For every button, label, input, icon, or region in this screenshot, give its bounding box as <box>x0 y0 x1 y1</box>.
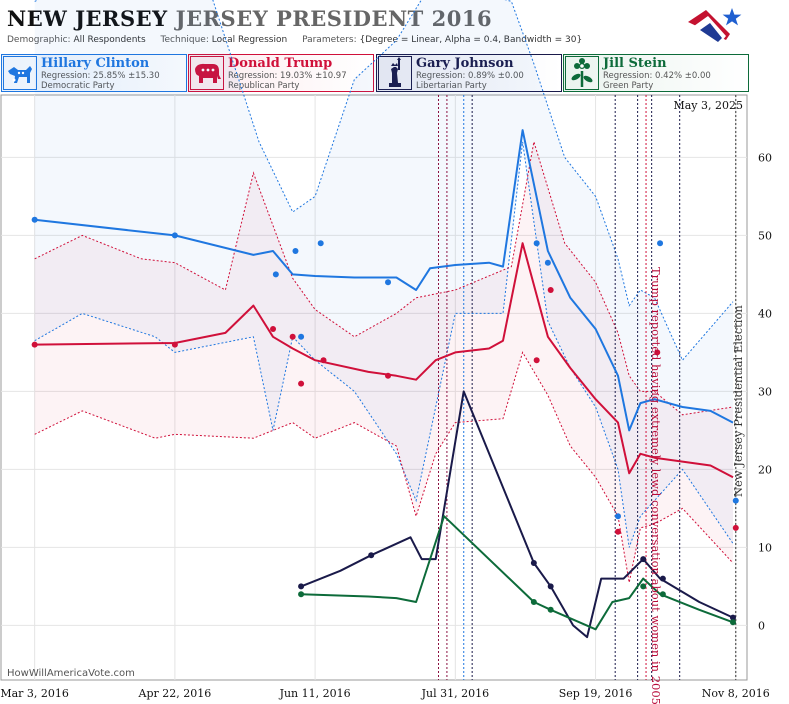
poll-point-donald-trump <box>654 349 661 356</box>
poll-point-donald-trump <box>732 524 739 531</box>
elephant-icon <box>190 56 224 90</box>
poll-point-hillary-clinton <box>298 333 305 340</box>
y-tick-label: 20 <box>758 463 772 476</box>
x-tick-label: Apr 22, 2016 <box>138 687 212 700</box>
regression-line-hillary-clinton <box>34 129 734 432</box>
poll-point-hillary-clinton <box>732 497 739 504</box>
candidate-party: Republican Party <box>228 81 300 91</box>
poll-point-gary-johnson <box>640 556 647 563</box>
lower-bound-donald-trump <box>34 351 734 583</box>
poll-point-gary-johnson <box>729 614 736 621</box>
confidence-band-hillary-clinton <box>34 0 733 548</box>
x-tick-label: Mar 3, 2016 <box>0 687 69 700</box>
parameters-row: Demographic: All Respondents Technique: … <box>7 35 582 45</box>
candidate-card-gary-johnson: Gary Johnson Regression: 0.89% ±0.00 Liber… <box>376 54 562 92</box>
poll-point-hillary-clinton <box>657 240 664 247</box>
poll-point-donald-trump <box>31 341 38 348</box>
poll-point-donald-trump <box>320 357 327 364</box>
poll-point-gary-johnson <box>547 583 554 590</box>
upper-bound-hillary-clinton <box>34 0 734 362</box>
watermark: HowWillAmericaVote.com <box>7 668 135 679</box>
poll-point-hillary-clinton <box>272 271 279 278</box>
poll-point-jill-stein <box>547 606 554 613</box>
date-label: May 3, 2025 <box>673 99 743 112</box>
candidate-regression: Regression: 0.89% ±0.00 <box>416 71 524 81</box>
demographic-label: Demographic: <box>7 35 71 45</box>
poll-point-gary-johnson <box>530 560 537 566</box>
trump-tape-annotation: Trump reported having extremely lewd con… <box>649 267 663 704</box>
regression-line-donald-trump <box>34 242 734 479</box>
technique-value: Local Regression <box>211 35 288 45</box>
election-annotation: New Jersey Presidential Election <box>731 305 745 497</box>
poll-point-jill-stein <box>640 583 647 590</box>
upper-bound-donald-trump <box>34 141 734 416</box>
poll-point-donald-trump <box>385 372 392 379</box>
site-logo-icon <box>688 8 742 42</box>
candidate-party: Libertarian Party <box>416 81 487 91</box>
candidate-name: Jill Stein <box>603 56 667 71</box>
y-tick-label: 0 <box>758 619 765 632</box>
poll-point-hillary-clinton <box>171 232 178 239</box>
x-tick-label: Sep 19, 2016 <box>559 687 633 700</box>
candidate-regression: Regression: 25.85% ±15.30 <box>41 71 160 81</box>
lower-bound-hillary-clinton <box>34 141 734 548</box>
x-tick-label: Jun 11, 2016 <box>279 687 351 700</box>
poll-point-donald-trump <box>533 357 540 364</box>
liberty-statue-icon <box>378 56 412 90</box>
y-tick-label: 60 <box>758 151 772 164</box>
green-flower-icon <box>565 56 599 90</box>
candidate-regression: Regression: 19.03% ±10.97 <box>228 71 347 81</box>
x-tick-label: Nov 8, 2016 <box>702 687 770 700</box>
technique-label: Technique: <box>160 35 209 45</box>
candidate-card-hillary-clinton: Hillary Clinton Regression: 25.85% ±15.30… <box>1 54 187 92</box>
poll-point-gary-johnson <box>298 583 305 590</box>
poll-point-donald-trump <box>171 341 178 348</box>
confidence-band-donald-trump <box>34 141 733 583</box>
poll-point-hillary-clinton <box>614 513 621 520</box>
candidate-party: Green Party <box>603 81 654 91</box>
parameters-value: {Degree = Linear, Alpha = 0.4, Bandwidth… <box>359 35 583 45</box>
y-tick-label: 50 <box>758 229 772 242</box>
x-tick-label: Jul 31, 2016 <box>421 687 490 700</box>
chart-title: NEW JERSEY JERSEY PRESIDENT 2016 <box>7 6 492 31</box>
plot-frame <box>0 94 748 681</box>
candidate-name: Hillary Clinton <box>41 56 150 71</box>
poll-point-donald-trump <box>270 326 277 332</box>
poll-point-donald-trump <box>289 333 296 340</box>
poll-point-donald-trump <box>547 287 554 293</box>
candidate-name: Gary Johnson <box>416 56 514 71</box>
candidate-regression: Regression: 0.42% ±0.00 <box>603 71 711 81</box>
poll-point-jill-stein <box>729 619 736 626</box>
poll-point-hillary-clinton <box>385 279 392 286</box>
poll-point-jill-stein <box>298 591 305 598</box>
y-tick-label: 10 <box>758 541 772 554</box>
poll-point-jill-stein <box>659 591 666 598</box>
donkey-icon <box>3 56 37 90</box>
demographic-value: All Respondents <box>73 35 146 45</box>
poll-point-hillary-clinton <box>31 216 38 223</box>
candidate-party: Democratic Party <box>41 81 115 91</box>
poll-point-donald-trump <box>614 528 621 535</box>
poll-point-hillary-clinton <box>292 248 299 254</box>
race-title: JERSEY PRESIDENT 2016 <box>175 6 493 31</box>
poll-point-gary-johnson <box>659 575 666 582</box>
poll-point-hillary-clinton <box>533 240 540 247</box>
candidate-name: Donald Trump <box>228 56 333 71</box>
poll-point-jill-stein <box>530 599 537 605</box>
candidate-card-jill-stein: Jill Stein Regression: 0.42% ±0.00 Green P… <box>563 54 749 92</box>
poll-point-gary-johnson <box>368 552 375 559</box>
parameters-label: Parameters: <box>302 35 357 45</box>
regression-line-jill-stein <box>301 515 734 631</box>
poll-point-donald-trump <box>298 380 305 387</box>
y-tick-label: 40 <box>758 307 772 320</box>
candidate-card-donald-trump: Donald Trump Regression: 19.03% ±10.97 Rep… <box>188 54 374 92</box>
poll-point-hillary-clinton <box>544 259 551 266</box>
poll-point-hillary-clinton <box>317 240 324 247</box>
y-tick-label: 30 <box>758 385 772 398</box>
state-title: NEW JERSEY <box>7 6 168 31</box>
